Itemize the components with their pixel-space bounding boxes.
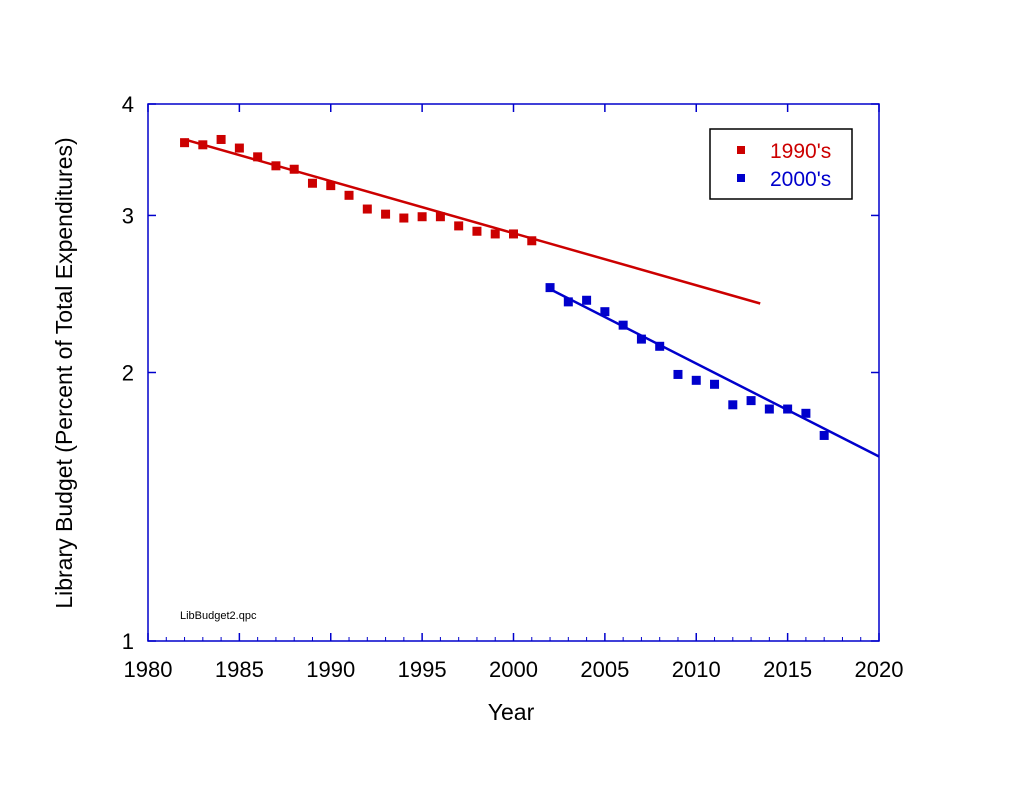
y-axis-title: Library Budget (Percent of Total Expendi… [51, 137, 77, 608]
data-point-series-1 [801, 408, 811, 418]
legend-label-1990s: 1990's [770, 140, 831, 163]
data-point-series-1 [618, 320, 628, 330]
data-point-series-0 [362, 204, 372, 214]
source-note: LibBudget2.qpc [180, 610, 257, 622]
data-point-series-1 [746, 396, 756, 406]
data-point-series-1 [563, 297, 573, 307]
data-point-series-0 [490, 229, 500, 239]
legend-label-2000s: 2000's [770, 168, 831, 191]
data-point-series-1 [655, 341, 665, 351]
fit-line-series-0 [184, 138, 761, 305]
x-tick-label: 2005 [580, 657, 629, 682]
data-point-series-1 [691, 375, 701, 385]
data-point-series-1 [783, 404, 793, 414]
x-tick-labels: 1980 1985 1990 1995 2000 2005 2010 2015 2020 [124, 657, 904, 682]
axis-ticks [147, 103, 880, 642]
data-point-series-0 [472, 226, 482, 236]
data-point-series-0 [326, 181, 336, 191]
data-point-series-0 [271, 161, 281, 171]
x-tick-label: 2010 [672, 657, 721, 682]
data-point-series-0 [527, 236, 537, 246]
data-point-series-0 [216, 134, 226, 144]
legend-marker-2000s [737, 174, 745, 182]
data-point-series-0 [417, 212, 427, 222]
legend-box [709, 128, 853, 200]
y-tick-label: 2 [122, 361, 134, 386]
data-point-series-0 [381, 209, 391, 219]
x-axis-title: Year [488, 699, 535, 725]
y-tick-label: 1 [122, 629, 134, 654]
data-point-series-0 [307, 178, 317, 188]
x-tick-label: 1980 [124, 657, 173, 682]
data-point-series-0 [198, 140, 208, 150]
legend: 1990's 2000's [709, 128, 853, 200]
x-tick-label: 1990 [306, 657, 355, 682]
x-tick-label: 2000 [489, 657, 538, 682]
data-point-series-0 [435, 212, 445, 222]
data-point-series-0 [289, 164, 299, 174]
x-tick-label: 2020 [855, 657, 904, 682]
data-point-series-1 [636, 334, 646, 344]
data-point-series-0 [234, 143, 244, 153]
data-point-series-1 [819, 430, 829, 440]
y-tick-labels: 1 2 3 4 [122, 92, 134, 654]
data-point-series-0 [180, 138, 190, 148]
data-point-series-1 [764, 404, 774, 414]
data-point-series-1 [728, 400, 738, 410]
x-tick-label: 1995 [398, 657, 447, 682]
data-point-series-0 [253, 152, 263, 162]
data-points [180, 134, 829, 440]
data-point-series-1 [673, 369, 683, 379]
fit-line-series-1 [549, 288, 880, 458]
data-point-series-0 [399, 213, 409, 223]
y-tick-label: 3 [122, 203, 134, 228]
data-point-series-1 [582, 295, 592, 305]
x-tick-label: 1985 [215, 657, 264, 682]
data-point-series-1 [600, 307, 610, 317]
data-point-series-1 [545, 283, 555, 293]
data-point-series-0 [509, 229, 518, 239]
data-point-series-0 [344, 190, 354, 200]
fit-lines [184, 138, 880, 458]
x-tick-label: 2015 [763, 657, 812, 682]
data-point-series-0 [454, 221, 464, 231]
y-tick-label: 4 [122, 92, 134, 117]
legend-marker-1990s [737, 146, 745, 154]
data-point-series-1 [710, 379, 720, 389]
